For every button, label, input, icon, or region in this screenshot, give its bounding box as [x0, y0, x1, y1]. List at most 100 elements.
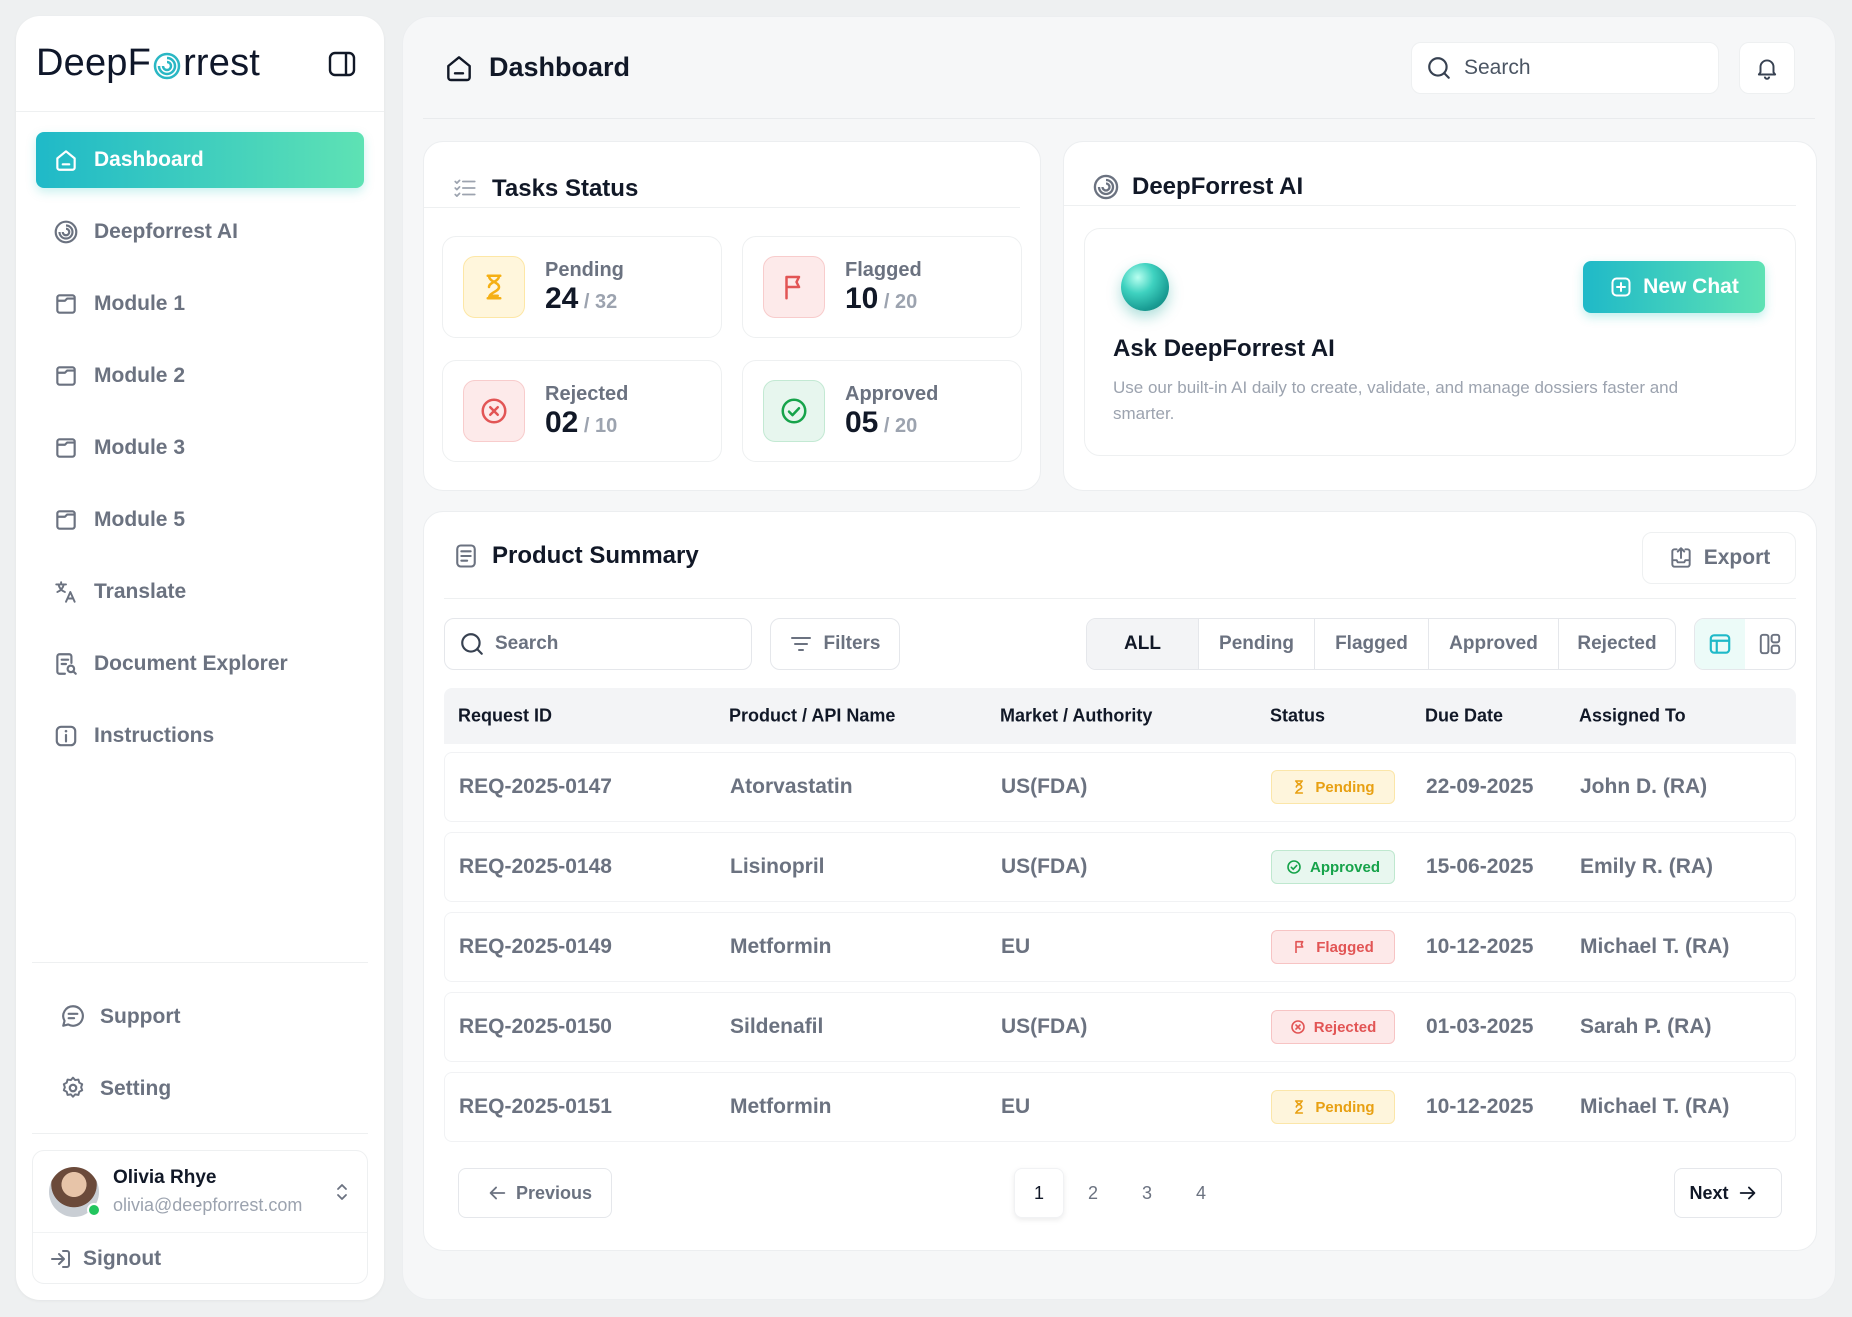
stat-approved[interactable]: Approved 05 / 20 [742, 360, 1022, 462]
table-row[interactable]: REQ-2025-0148 Lisinopril US(FDA) Approve… [444, 832, 1796, 902]
sidebar-item-module-5[interactable]: Module 5 [36, 492, 364, 548]
status-label: Flagged [1316, 938, 1374, 956]
sidebar-item-instructions[interactable]: Instructions [36, 708, 364, 764]
previous-button[interactable]: Previous [458, 1168, 612, 1218]
stat-rejected[interactable]: Rejected 02 / 10 [442, 360, 722, 462]
document-icon [452, 542, 480, 570]
page-button[interactable]: 4 [1195, 1182, 1206, 1203]
sidebar-item-label: Module 5 [94, 508, 186, 531]
tab-pending[interactable]: Pending [1199, 619, 1315, 669]
setting-link[interactable]: Setting [16, 1061, 384, 1117]
product-summary-title: Product Summary [492, 542, 699, 569]
gear-icon [60, 1075, 88, 1103]
table-row[interactable]: REQ-2025-0150 Sildenafil US(FDA) Rejecte… [444, 992, 1796, 1062]
cell-due-date: 15-06-2025 [1426, 855, 1534, 878]
export-button[interactable]: Export [1642, 532, 1796, 584]
pagination: Previous 1 2 3 4 Next [444, 1154, 1796, 1232]
sidebar-item-module-1[interactable]: Module 1 [36, 276, 364, 332]
user-card: Olivia Rhye olivia@deepforrest.com Signo… [32, 1150, 368, 1284]
hourglass-icon [463, 256, 525, 318]
new-chat-button[interactable]: New Chat [1583, 261, 1765, 313]
cell-request-id: REQ-2025-0148 [459, 855, 612, 878]
home-icon [443, 52, 475, 84]
logo-suffix: rrest [183, 42, 261, 84]
stat-total: / 32 [578, 290, 618, 313]
page-title-text: Dashboard [489, 52, 631, 82]
cell-market: EU [1001, 935, 1031, 958]
grid-view-icon[interactable] [1745, 619, 1795, 669]
logout-icon [49, 1247, 73, 1271]
column-header[interactable]: Status [1270, 705, 1326, 726]
table-search-input[interactable]: Search [444, 618, 752, 670]
status-badge: Pending [1271, 1090, 1395, 1124]
ai-heading: Ask DeepForrest AI [1113, 335, 1335, 362]
cell-product: Sildenafil [730, 1015, 824, 1038]
ai-orb-icon [1121, 263, 1169, 311]
export-label: Export [1703, 546, 1771, 569]
filters-button[interactable]: Filters [770, 618, 900, 670]
page-button[interactable]: 2 [1087, 1182, 1098, 1203]
table-row[interactable]: REQ-2025-0149 Metformin EU Flagged 10-12… [444, 912, 1796, 982]
stat-flagged[interactable]: Flagged 10 / 20 [742, 236, 1022, 338]
cell-product: Atorvastatin [730, 775, 853, 798]
signout-button[interactable]: Signout [33, 1233, 367, 1285]
table-row[interactable]: REQ-2025-0151 Metformin EU Pending 10-12… [444, 1072, 1796, 1142]
user-switcher[interactable]: Olivia Rhye olivia@deepforrest.com [33, 1151, 367, 1233]
cell-market: US(FDA) [1001, 1015, 1088, 1038]
sidebar-item-translate[interactable]: Translate [36, 564, 364, 620]
page-numbers: 1 2 3 4 [1014, 1168, 1230, 1218]
cell-due-date: 22-09-2025 [1426, 775, 1534, 798]
status-label: Rejected [1313, 1018, 1377, 1036]
divider [444, 598, 1796, 599]
column-header[interactable]: Product / API Name [729, 705, 896, 726]
next-button[interactable]: Next [1674, 1168, 1782, 1218]
table-row[interactable]: REQ-2025-0147 Atorvastatin US(FDA) Pendi… [444, 752, 1796, 822]
column-header[interactable]: Market / Authority [1000, 705, 1153, 726]
cell-product: Lisinopril [730, 855, 825, 878]
sidebar-item-dashboard[interactable]: Dashboard [36, 132, 364, 188]
user-email: olivia@deepforrest.com [113, 1195, 303, 1215]
sidebar-item-label: Dashboard [94, 148, 204, 171]
sidebar-item-document-explorer[interactable]: Document Explorer [36, 636, 364, 692]
page-button[interactable]: 1 [1014, 1168, 1064, 1218]
checklist-icon [452, 175, 480, 203]
stat-value: 05 [845, 405, 879, 439]
sidebar-item-module-3[interactable]: Module 3 [36, 420, 364, 476]
cell-assigned: Michael T. (RA) [1580, 935, 1730, 958]
column-header[interactable]: Assigned To [1579, 705, 1686, 726]
cell-product: Metformin [730, 1095, 832, 1118]
sidebar-item-module-2[interactable]: Module 2 [36, 348, 364, 404]
sidebar-item-deepforrest-ai[interactable]: Deepforrest AI [36, 204, 364, 260]
column-header[interactable]: Request ID [458, 705, 553, 726]
page-button[interactable]: 3 [1141, 1182, 1152, 1203]
sidebar-toggle-icon[interactable] [326, 48, 358, 80]
tab-all[interactable]: ALL [1087, 619, 1199, 669]
table-view-icon[interactable] [1695, 619, 1745, 669]
tab-approved[interactable]: Approved [1429, 619, 1559, 669]
status-badge: Rejected [1271, 1010, 1395, 1044]
chevron-up-down-icon[interactable] [333, 1180, 351, 1204]
search-icon [1426, 55, 1452, 81]
next-label: Next [1689, 1182, 1729, 1203]
divider [32, 1133, 368, 1134]
sidebar-item-label: Module 2 [94, 364, 186, 387]
logo[interactable]: DeepF rrest [36, 42, 260, 85]
search-input[interactable]: Search [1411, 41, 1719, 94]
previous-label: Previous [515, 1182, 593, 1203]
signout-label: Signout [83, 1247, 162, 1270]
stat-pending[interactable]: Pending 24 / 32 [442, 236, 722, 338]
folder-icon [52, 290, 80, 318]
column-header[interactable]: Due Date [1425, 705, 1504, 726]
status-label: Pending [1315, 1098, 1375, 1116]
product-summary-card: Product Summary Export Search Filters AL… [423, 511, 1817, 1251]
support-link[interactable]: Support [16, 989, 384, 1045]
notifications-button[interactable] [1739, 41, 1795, 94]
tab-rejected[interactable]: Rejected [1577, 633, 1657, 654]
logo-prefix: DeepF [36, 42, 152, 84]
filters-label: Filters [823, 633, 881, 654]
stat-value: 24 [545, 281, 579, 315]
tab-flagged[interactable]: Flagged [1315, 619, 1429, 669]
spiral-icon [1092, 173, 1120, 201]
x-circle-icon [463, 380, 525, 442]
ai-card-header: DeepForrest AI [1064, 142, 1796, 206]
